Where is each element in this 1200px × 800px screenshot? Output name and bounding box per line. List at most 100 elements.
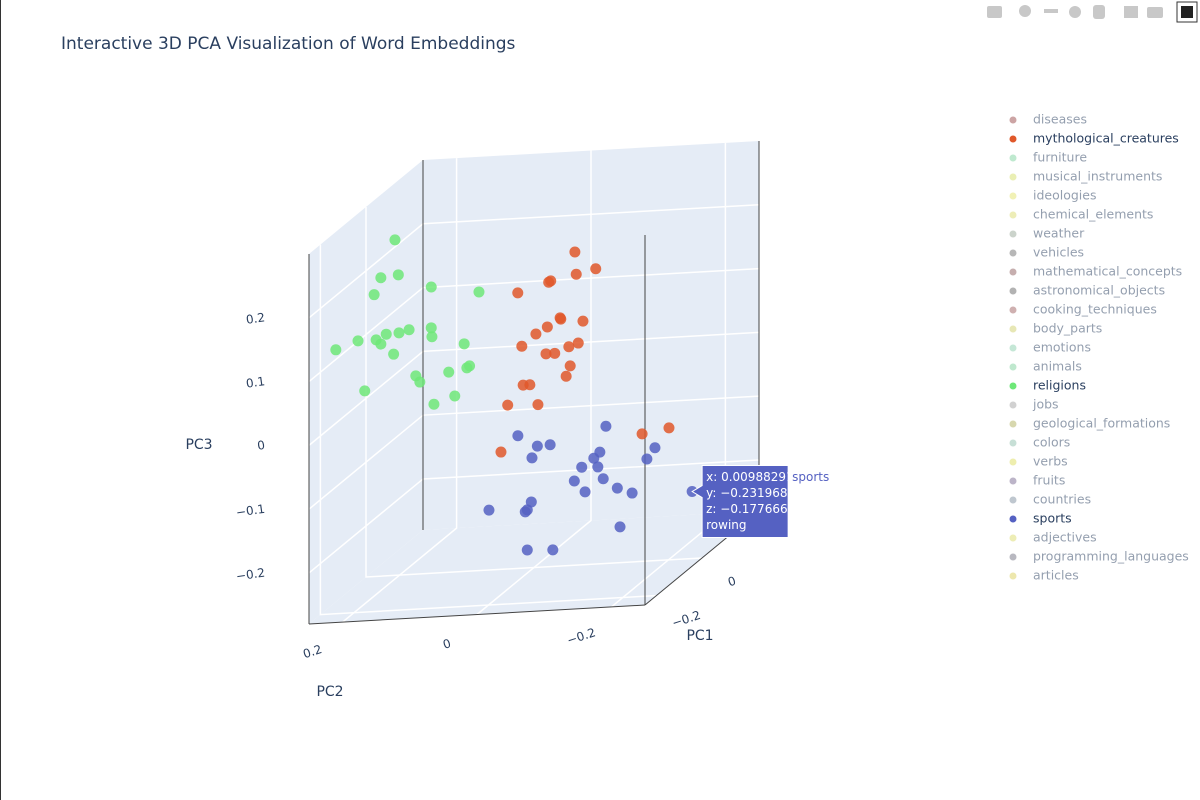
data-point	[502, 399, 514, 411]
data-point	[521, 544, 533, 556]
data-point	[516, 340, 528, 352]
data-point	[590, 263, 602, 275]
data-point	[425, 281, 437, 293]
data-point	[531, 440, 543, 452]
legend-label: countries	[1033, 492, 1091, 507]
legend-item[interactable]: ideologies	[1009, 188, 1097, 203]
data-point	[483, 504, 495, 516]
legend-item[interactable]: adjectives	[1009, 530, 1097, 545]
data-point	[641, 453, 653, 465]
data-point	[579, 486, 591, 498]
data-point	[461, 362, 473, 374]
legend-marker	[1009, 477, 1017, 485]
legend-item[interactable]: vehicles	[1009, 245, 1085, 260]
legend-item[interactable]: astronomical_objects	[1009, 283, 1166, 298]
data-point	[663, 422, 675, 434]
turntable-button[interactable]	[1093, 5, 1105, 19]
axis-line	[308, 604, 646, 625]
data-point	[426, 331, 438, 343]
legend-item[interactable]: articles	[1009, 568, 1079, 583]
legend-label: cooking_techniques	[1033, 302, 1157, 317]
legend-item[interactable]: chemical_elements	[1009, 207, 1154, 222]
legend-item[interactable]: cooking_techniques	[1009, 302, 1157, 317]
data-point	[425, 322, 437, 334]
legend-item[interactable]: diseases	[1009, 112, 1088, 127]
data-point	[563, 341, 575, 353]
series-points	[495, 246, 675, 458]
data-point	[495, 446, 507, 458]
legend-label: jobs	[1032, 397, 1059, 412]
data-point	[352, 335, 364, 347]
y-grid-line	[342, 158, 458, 623]
legend-marker	[1009, 496, 1017, 504]
z-tick-label: 0.2	[245, 310, 266, 327]
legend-item[interactable]: mathematical_concepts	[1009, 264, 1183, 279]
hover-box	[691, 465, 789, 539]
data-point	[549, 347, 561, 359]
legend-marker	[1009, 553, 1017, 561]
data-point	[330, 344, 342, 356]
legend-label: articles	[1033, 568, 1079, 583]
legend-marker	[1009, 192, 1017, 200]
legend-label: sports	[1033, 511, 1072, 526]
data-point	[540, 348, 552, 360]
legend-marker	[1009, 363, 1017, 371]
z-tick-label: −0.1	[235, 502, 266, 520]
legend-item[interactable]: fruits	[1009, 473, 1066, 488]
data-point	[555, 313, 567, 325]
data-point	[512, 287, 524, 299]
data-point	[541, 321, 553, 333]
home-button[interactable]	[1124, 6, 1138, 18]
data-point	[577, 315, 589, 327]
legend-marker	[1009, 382, 1017, 390]
camera-button[interactable]	[987, 6, 1002, 18]
legend-item[interactable]: countries	[1009, 492, 1092, 507]
legend-label: ideologies	[1033, 188, 1096, 203]
pan-button[interactable]	[1044, 9, 1058, 13]
legend-item[interactable]: sports	[1009, 511, 1072, 526]
z-tick-label: −0.2	[235, 566, 266, 584]
camera-view-button[interactable]	[1147, 7, 1163, 18]
y-tick-label: 0.2	[301, 642, 323, 661]
modebar	[987, 1, 1198, 23]
y-tick-label: −0.2	[565, 625, 597, 647]
data-point	[359, 385, 371, 397]
orbit-button[interactable]	[1069, 6, 1081, 18]
data-point	[526, 452, 538, 464]
legend-item[interactable]: verbs	[1009, 454, 1068, 469]
hover-text: rowing	[706, 518, 746, 532]
x-tick-label: −0.2	[670, 608, 702, 630]
legend-item[interactable]: jobs	[1009, 397, 1059, 412]
legend-item[interactable]: geological_formations	[1009, 416, 1171, 431]
data-point	[380, 328, 392, 340]
data-point	[393, 327, 405, 339]
z-tick-label: 0.1	[245, 374, 266, 391]
legend-item[interactable]: emotions	[1009, 340, 1091, 355]
legend-item[interactable]: mythological_creatures	[1009, 131, 1179, 146]
x-axis-title: PC1	[686, 628, 713, 644]
legend-marker	[1009, 135, 1017, 143]
legend-item[interactable]: religions	[1009, 378, 1087, 393]
legend-item[interactable]: colors	[1009, 435, 1071, 450]
legend-item[interactable]: programming_languages	[1009, 549, 1189, 564]
scene: −0.2 −0.1 0 0.1 0.2 −0.2 0 −0.2 0 0.2	[235, 141, 760, 661]
legend-marker	[1009, 458, 1017, 466]
legend-item[interactable]: weather	[1009, 226, 1086, 241]
data-point	[569, 246, 581, 258]
zoom-button[interactable]	[1019, 5, 1031, 17]
hover-name-box	[788, 465, 833, 484]
data-point	[564, 360, 576, 372]
legend-item[interactable]: furniture	[1009, 150, 1088, 165]
legend-marker	[1009, 306, 1017, 314]
data-point	[544, 439, 556, 451]
data-point	[375, 338, 387, 350]
legend-item[interactable]: musical_instruments	[1009, 169, 1163, 184]
legend-label: furniture	[1033, 150, 1087, 165]
legend-label: weather	[1033, 226, 1085, 241]
data-point	[388, 348, 400, 360]
series-points	[330, 234, 485, 410]
legend-item[interactable]: body_parts	[1009, 321, 1103, 336]
legend-item[interactable]: animals	[1009, 359, 1082, 374]
hover-text: x: 0.00988291	[706, 470, 794, 484]
